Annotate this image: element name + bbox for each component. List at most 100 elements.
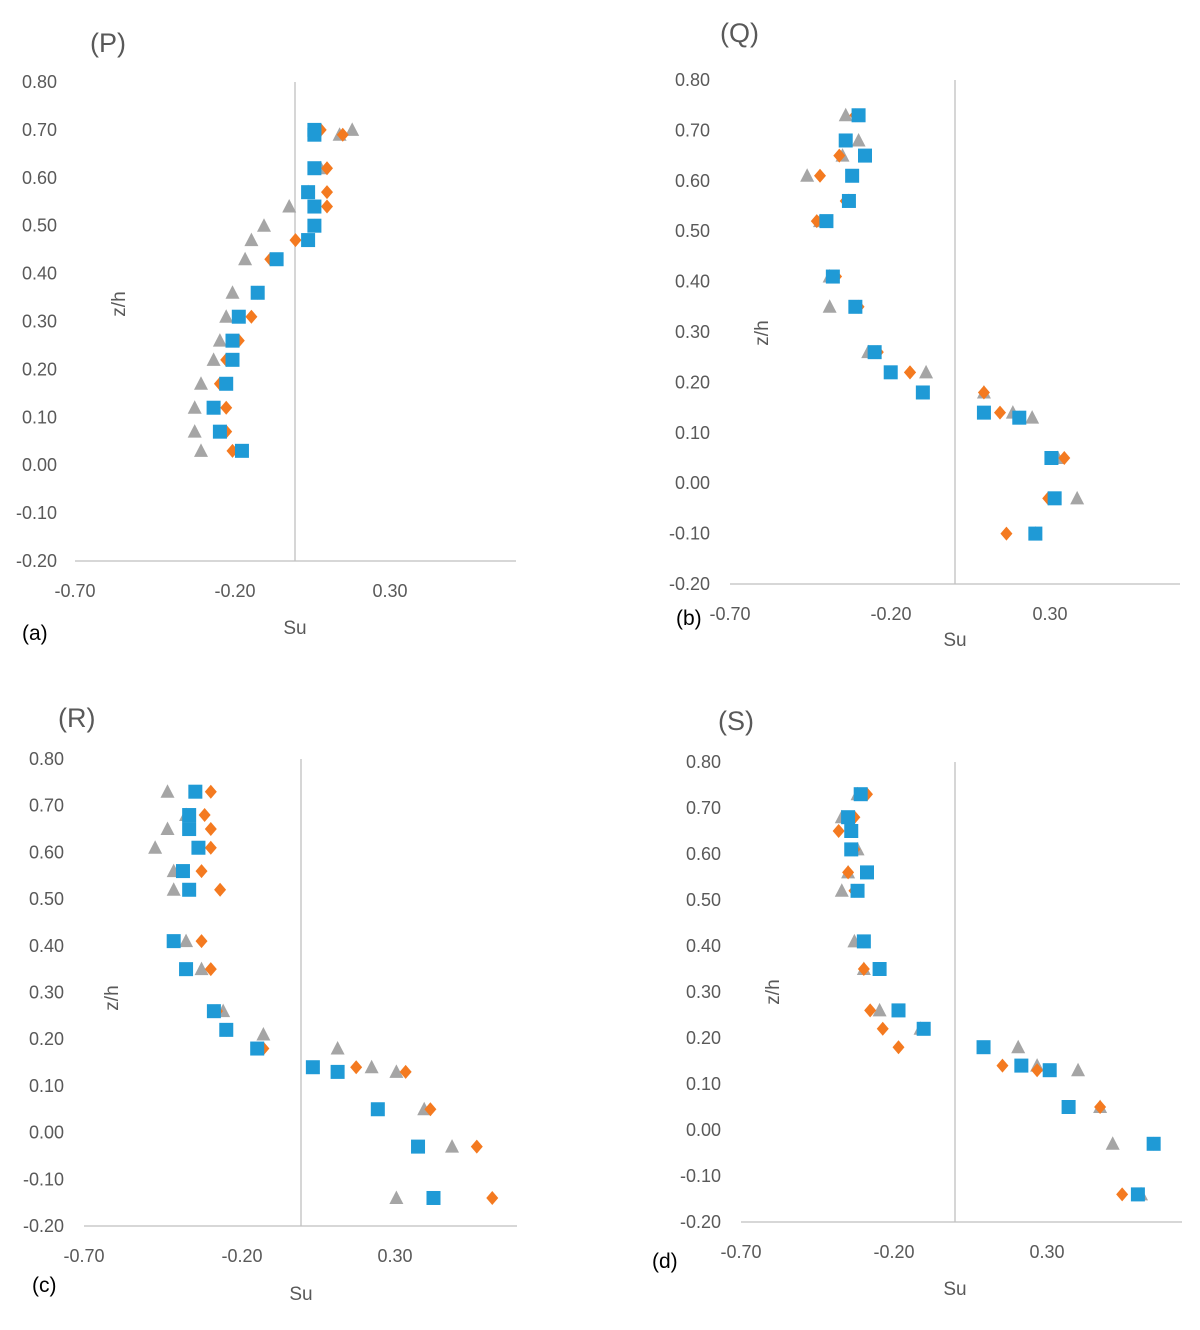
data-point-square bbox=[883, 365, 898, 380]
x-tick-label: -0.70 bbox=[54, 581, 95, 601]
y-tick-label: 0.10 bbox=[686, 1074, 721, 1094]
data-point-square bbox=[819, 214, 834, 229]
y-tick-label: 0.50 bbox=[22, 216, 57, 236]
data-point-square bbox=[825, 269, 840, 284]
x-axis-label: Su bbox=[283, 618, 306, 639]
data-point-triangle bbox=[389, 1064, 404, 1078]
y-tick-label: 0.00 bbox=[29, 1123, 64, 1143]
data-point-diamond bbox=[977, 385, 990, 400]
panel-sublabel: (a) bbox=[22, 622, 48, 645]
data-point-square bbox=[225, 333, 240, 348]
data-point-square bbox=[853, 787, 868, 802]
y-tick-label: 0.60 bbox=[686, 844, 721, 864]
data-point-square bbox=[231, 309, 246, 324]
data-point-triangle bbox=[179, 933, 194, 948]
y-tick-label: 0.20 bbox=[675, 372, 710, 392]
x-tick-label: 0.30 bbox=[1029, 1242, 1064, 1262]
y-tick-label: 0.80 bbox=[22, 72, 57, 92]
data-point-square bbox=[191, 840, 206, 855]
x-tick-label: -0.70 bbox=[63, 1246, 104, 1266]
y-tick-label: 0.20 bbox=[686, 1028, 721, 1048]
data-point-diamond bbox=[832, 824, 845, 838]
y-tick-label: 0.30 bbox=[29, 983, 64, 1003]
data-point-square bbox=[850, 883, 865, 898]
data-point-diamond bbox=[904, 365, 916, 380]
data-point-square bbox=[841, 810, 856, 825]
data-point-diamond bbox=[195, 864, 208, 879]
data-point-square bbox=[182, 882, 197, 897]
data-point-triangle bbox=[282, 199, 297, 213]
data-point-square bbox=[219, 1022, 234, 1037]
y-tick-label: 0.70 bbox=[29, 796, 64, 816]
data-point-square bbox=[915, 385, 930, 400]
data-point-square bbox=[860, 865, 874, 880]
data-point-diamond bbox=[399, 1064, 412, 1079]
data-point-square bbox=[307, 218, 322, 233]
data-point-diamond bbox=[424, 1102, 437, 1117]
y-tick-label: 0.00 bbox=[22, 455, 57, 475]
data-point-triangle bbox=[919, 364, 934, 379]
data-point-triangle bbox=[838, 107, 853, 122]
data-point-diamond bbox=[833, 148, 846, 163]
y-tick-label: 0.30 bbox=[22, 312, 57, 332]
data-point-diamond bbox=[857, 962, 870, 976]
data-point-diamond bbox=[470, 1139, 483, 1154]
data-point-triangle bbox=[244, 232, 259, 247]
data-point-square bbox=[330, 1064, 345, 1079]
data-point-square bbox=[206, 1004, 221, 1019]
data-point-square bbox=[1042, 1063, 1057, 1078]
y-tick-label: -0.10 bbox=[16, 503, 57, 523]
x-tick-label: -0.20 bbox=[870, 604, 911, 624]
data-point-square bbox=[1047, 491, 1062, 506]
data-point-diamond bbox=[486, 1190, 499, 1205]
data-point-square bbox=[1028, 526, 1043, 541]
data-point-square bbox=[182, 822, 197, 837]
x-tick-label: -0.70 bbox=[709, 604, 750, 624]
data-point-triangle bbox=[148, 840, 163, 854]
data-point-square bbox=[916, 1021, 931, 1036]
y-tick-label: 0.30 bbox=[686, 982, 721, 1002]
x-tick-label: 0.30 bbox=[372, 581, 407, 601]
data-point-square bbox=[250, 1041, 265, 1056]
data-point-triangle bbox=[219, 309, 234, 323]
data-point-diamond bbox=[994, 405, 1006, 420]
data-point-square bbox=[976, 1040, 991, 1055]
data-point-diamond bbox=[198, 808, 211, 823]
data-point-diamond bbox=[245, 309, 258, 324]
data-point-triangle bbox=[834, 883, 849, 897]
data-point-diamond bbox=[892, 1040, 905, 1055]
data-point-triangle bbox=[256, 1027, 271, 1041]
data-point-triangle bbox=[364, 1059, 379, 1074]
data-point-diamond bbox=[204, 962, 217, 977]
data-point-triangle bbox=[330, 1041, 345, 1055]
data-point-triangle bbox=[187, 400, 202, 414]
y-tick-label: 0.50 bbox=[29, 889, 64, 909]
data-point-square bbox=[841, 193, 856, 208]
y-tick-label: 0.40 bbox=[29, 936, 64, 956]
y-axis-label: z/h bbox=[102, 985, 123, 1010]
data-point-square bbox=[269, 252, 284, 267]
y-tick-label: 0.10 bbox=[22, 407, 57, 427]
data-point-diamond bbox=[1094, 1100, 1107, 1114]
data-point-square bbox=[867, 345, 882, 360]
data-point-diamond bbox=[1000, 526, 1013, 541]
data-point-square bbox=[426, 1190, 441, 1205]
data-point-triangle bbox=[389, 1190, 404, 1204]
data-point-diamond bbox=[195, 934, 208, 949]
data-point-diamond bbox=[289, 233, 302, 248]
data-point-diamond bbox=[220, 400, 233, 415]
x-tick-label: -0.20 bbox=[214, 581, 255, 601]
data-point-square bbox=[891, 1003, 906, 1018]
y-tick-label: 0.10 bbox=[29, 1076, 64, 1096]
data-point-square bbox=[1130, 1187, 1145, 1202]
x-tick-label: -0.70 bbox=[720, 1242, 761, 1262]
panel-title: (P) bbox=[90, 28, 126, 58]
y-tick-label: -0.20 bbox=[680, 1212, 721, 1232]
y-tick-label: 0.40 bbox=[686, 936, 721, 956]
data-point-square bbox=[219, 376, 234, 391]
data-point-triangle bbox=[1105, 1136, 1120, 1150]
data-point-triangle bbox=[1070, 490, 1085, 505]
data-point-triangle bbox=[851, 132, 866, 147]
data-point-diamond bbox=[864, 1003, 877, 1018]
data-point-diamond bbox=[214, 882, 227, 897]
